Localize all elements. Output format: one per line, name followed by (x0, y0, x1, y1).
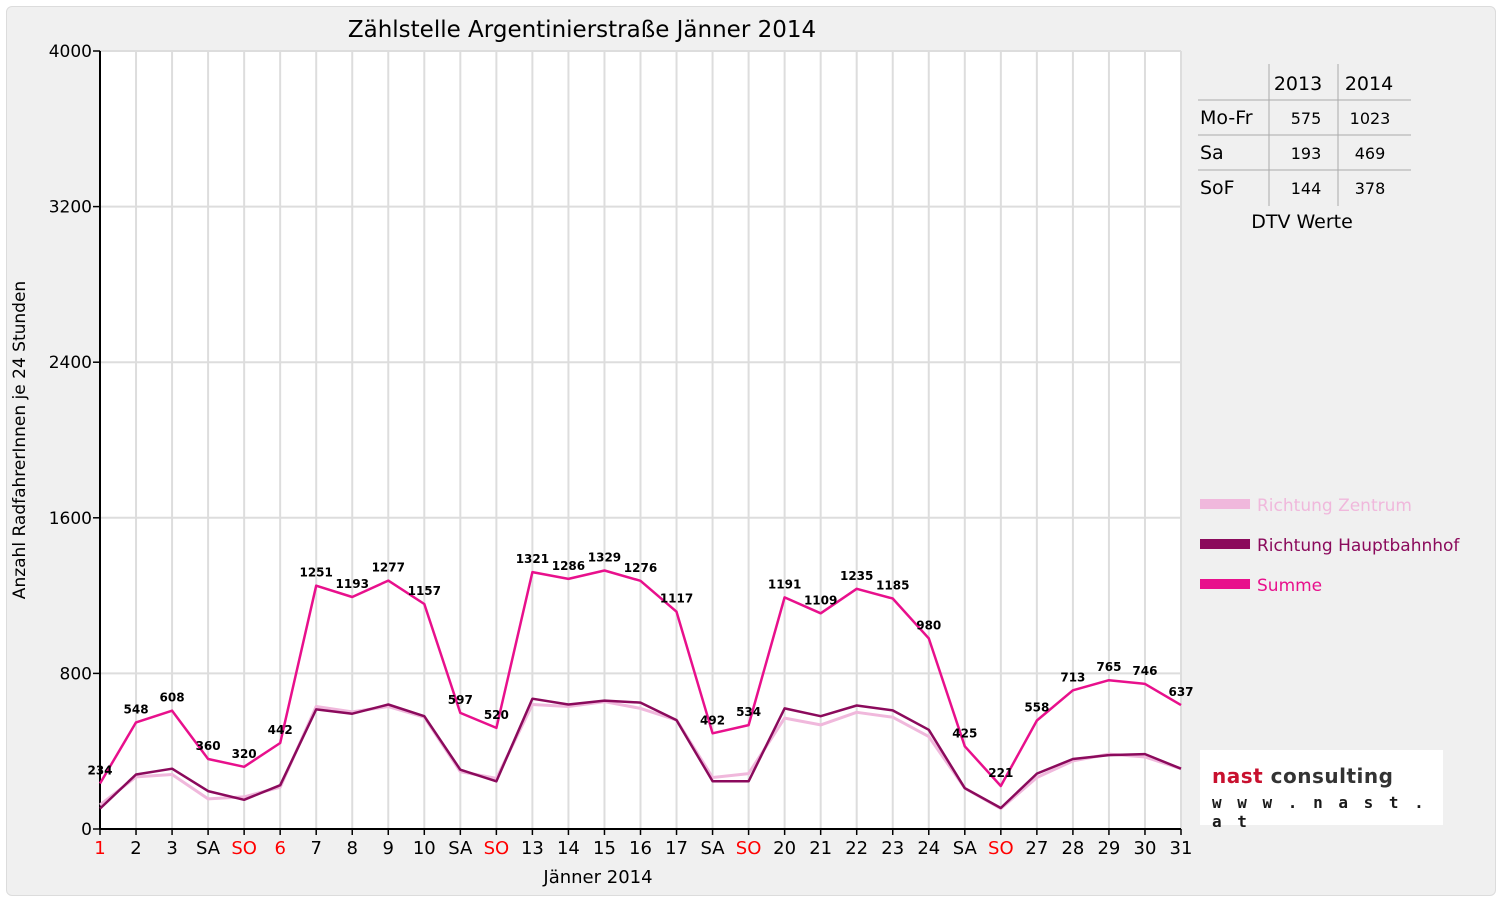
x-tick-label: 13 (521, 838, 544, 859)
x-tick-label: 21 (809, 838, 832, 859)
data-label: 1193 (336, 577, 369, 591)
data-label: 520 (484, 708, 509, 722)
data-label: 1329 (588, 551, 621, 565)
x-tick-label: SO (736, 838, 762, 859)
data-label: 1276 (624, 561, 657, 575)
x-tick-label: SA (953, 838, 978, 859)
y-tick-label: 0 (81, 820, 92, 840)
y-tick-label: 4000 (49, 42, 92, 62)
data-label: 1157 (408, 584, 441, 598)
y-axis-label: Anzahl RadfahrerInnen je 24 Stunden (10, 281, 30, 599)
legend-label-2: Richtung Hauptbahnhof (1257, 536, 1460, 556)
data-label: 746 (1132, 664, 1157, 678)
x-tick-label: 27 (1025, 838, 1048, 859)
data-label: 221 (988, 766, 1013, 780)
data-label: 1251 (299, 566, 332, 580)
x-tick-label: 3 (166, 838, 177, 859)
x-tick-label: 14 (557, 838, 580, 859)
data-label: 492 (700, 713, 725, 727)
x-tick-label: SA (701, 838, 726, 859)
data-label: 1277 (372, 561, 405, 575)
table-cell-2013: 575 (1291, 109, 1322, 128)
x-tick-label: 6 (274, 838, 285, 859)
x-tick-label: 23 (881, 838, 904, 859)
table-cell-2013: 144 (1291, 179, 1322, 198)
legend-swatch-3 (1200, 579, 1250, 589)
data-label: 980 (916, 618, 941, 632)
table-header-2013: 2013 (1274, 73, 1322, 95)
x-tick-label: SO (484, 838, 510, 859)
data-label: 548 (124, 702, 149, 716)
table-cell-2014: 1023 (1350, 109, 1391, 128)
data-label: 558 (1024, 700, 1049, 714)
logo-part-consulting: consulting (1263, 764, 1394, 788)
y-tick-label: 3200 (49, 198, 92, 218)
data-label: 637 (1168, 685, 1193, 699)
logo-url: w w w . n a s t . a t (1212, 793, 1427, 831)
x-tick-label: SO (231, 838, 257, 859)
data-label: 1286 (552, 559, 585, 573)
data-label: 360 (196, 739, 221, 753)
data-label: 1321 (516, 552, 549, 566)
legend-label-3: Summe (1257, 576, 1322, 596)
x-tick-label: SA (196, 838, 221, 859)
table-caption: DTV Werte (1251, 211, 1353, 233)
table-header-2014: 2014 (1345, 73, 1393, 95)
table-row-label: Sa (1200, 142, 1224, 164)
data-label: 425 (952, 726, 977, 740)
x-tick-label: 1 (94, 838, 105, 859)
y-tick-label: 1600 (49, 509, 92, 529)
legend-label-1: Richtung Zentrum (1257, 496, 1412, 516)
x-tick-label: 15 (593, 838, 616, 859)
x-tick-label: 2 (130, 838, 141, 859)
data-label: 320 (232, 747, 257, 761)
data-label: 1191 (768, 577, 801, 591)
x-tick-label: 7 (310, 838, 321, 859)
x-tick-label: SA (448, 838, 473, 859)
x-tick-label: 16 (629, 838, 652, 859)
data-label: 713 (1060, 670, 1085, 684)
x-tick-label: 31 (1170, 838, 1193, 859)
x-tick-label: 20 (773, 838, 796, 859)
table-row-label: Mo-Fr (1200, 107, 1253, 129)
x-tick-label: 28 (1061, 838, 1084, 859)
y-tick-label: 800 (60, 664, 92, 684)
data-label: 234 (87, 763, 112, 777)
data-label: 597 (448, 693, 473, 707)
logo-wordmark: nast consulting (1212, 764, 1393, 788)
x-tick-label: 17 (665, 838, 688, 859)
table-cell-2014: 469 (1355, 144, 1386, 163)
y-tick-label: 2400 (49, 353, 92, 373)
x-tick-label: 10 (413, 838, 436, 859)
table-cell-2014: 378 (1355, 179, 1386, 198)
x-tick-label: 8 (347, 838, 358, 859)
data-label: 442 (268, 723, 293, 737)
legend-swatch-2 (1200, 539, 1250, 549)
table-cell-2013: 193 (1291, 144, 1322, 163)
logo-part-nast: nast (1212, 764, 1264, 788)
legend-swatch-1 (1200, 499, 1250, 509)
data-label: 608 (160, 691, 185, 705)
data-label: 1117 (660, 592, 693, 606)
data-label: 534 (736, 705, 761, 719)
data-label: 1235 (840, 569, 873, 583)
table-row-label: SoF (1200, 177, 1235, 199)
x-tick-label: 29 (1097, 838, 1120, 859)
series-line-2 (99, 697, 1182, 810)
logo-box: nast consulting w w w . n a s t . a t (1200, 750, 1443, 831)
data-label: 1185 (876, 579, 909, 593)
x-tick-label: SO (988, 838, 1014, 859)
data-label: 1109 (804, 593, 837, 607)
x-tick-label: 22 (845, 838, 868, 859)
chart-title: Zählstelle Argentinierstraße Jänner 2014 (348, 17, 816, 43)
x-tick-label: 24 (917, 838, 940, 859)
data-label: 765 (1096, 660, 1121, 674)
x-tick-label: 9 (383, 838, 394, 859)
series-line-3 (98, 569, 1182, 788)
x-tick-label: 30 (1134, 838, 1157, 859)
x-axis-label: Jänner 2014 (542, 867, 652, 888)
